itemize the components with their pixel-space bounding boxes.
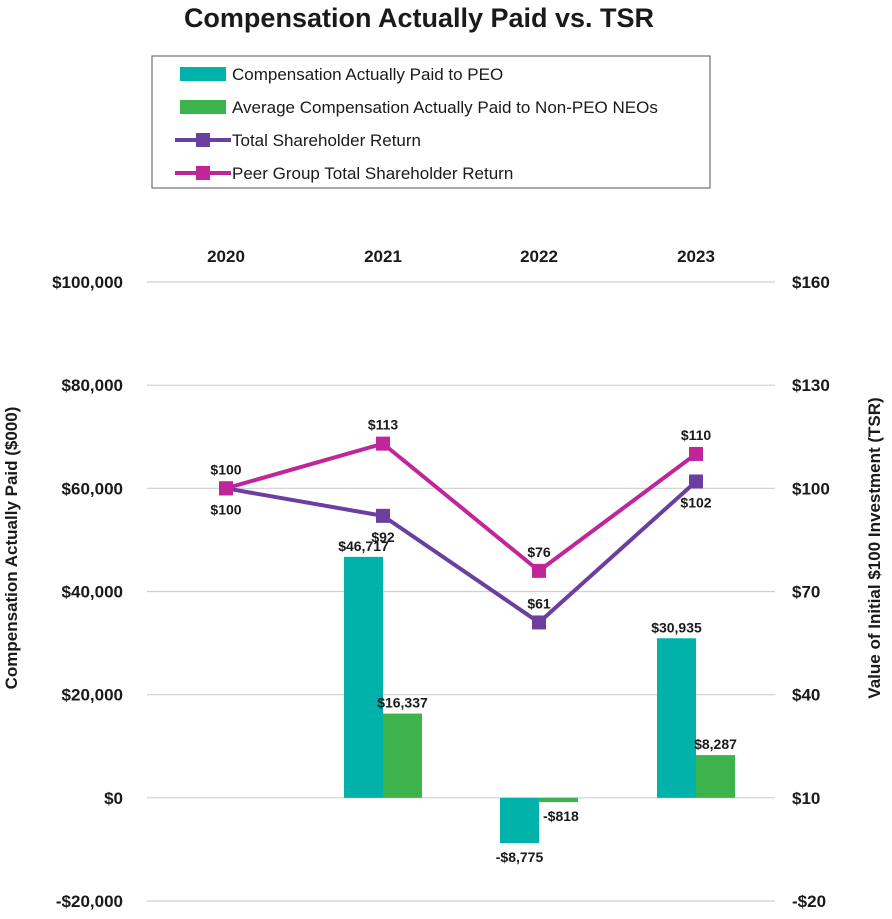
bar-label: $16,337 [377, 695, 428, 711]
left-axis: $100,000 $80,000 $60,000 $40,000 $20,000 $0 -$… [52, 273, 123, 911]
line-marker-0 [532, 615, 546, 630]
category-label: 2022 [520, 247, 558, 266]
bar-label: $8,287 [694, 736, 737, 752]
y-tick-label: $100,000 [52, 273, 123, 292]
legend-frame [151, 55, 711, 189]
y-axis-title: Compensation Actually Paid ($000) [2, 407, 21, 690]
category-label: 2021 [364, 247, 402, 266]
line-marker-0 [689, 474, 703, 489]
legend-label-2: Total Shareholder Return [232, 131, 421, 150]
category-label: 2023 [677, 247, 715, 266]
category-axis: 2020 2021 2022 2023 [207, 247, 715, 266]
bar-1-2021 [383, 713, 422, 798]
bar-1-2022 [539, 797, 578, 803]
legend: Compensation Actually Paid to PEO Average… [151, 55, 711, 189]
bar-label: $46,717 [338, 538, 389, 554]
legend-swatch-0 [180, 67, 226, 81]
legend-marker-3 [196, 166, 210, 180]
y-tick-label: $0 [104, 789, 123, 808]
line-marker-1 [689, 446, 703, 461]
line-label: $110 [681, 427, 712, 443]
legend-label-3: Peer Group Total Shareholder Return [232, 164, 513, 183]
y-tick-label: $40,000 [62, 583, 123, 602]
y2-axis-title: Value of Initial $100 Investment (TSR) [865, 397, 884, 698]
gridlines [147, 281, 775, 902]
line-marker-0 [376, 508, 390, 523]
line-label: $100 [210, 461, 241, 477]
line-1 [225, 441, 698, 573]
y-tick-label: $80,000 [62, 376, 123, 395]
line-marker-1 [532, 563, 546, 578]
y-tick-label: $20,000 [62, 686, 123, 705]
line-label: $92 [371, 529, 395, 545]
y2-tick-label: -$20 [792, 892, 826, 911]
legend-marker-2 [196, 133, 210, 147]
data-labels: $46,717 -$8,775 $30,935 $16,337 -$818 $8,287 $… [210, 417, 737, 865]
chart-title: Compensation Actually Paid vs. TSR [184, 3, 654, 33]
y2-tick-label: $10 [792, 789, 820, 808]
line-label: $102 [680, 494, 711, 510]
line-label: $61 [527, 595, 551, 611]
y2-tick-label: $70 [792, 583, 820, 602]
right-axis: $160 $130 $100 $70 $40 $10 -$20 [792, 273, 830, 911]
line-label: $76 [527, 544, 551, 560]
line-label: $100 [210, 501, 241, 517]
bar-0-2021 [344, 556, 383, 798]
y2-tick-label: $160 [792, 273, 830, 292]
y2-tick-label: $100 [792, 479, 830, 498]
y2-tick-label: $40 [792, 686, 820, 705]
y-tick-label: -$20,000 [56, 892, 123, 911]
bar-0-2022 [500, 797, 539, 844]
line-label: $113 [368, 417, 399, 433]
bar-1-2023 [696, 755, 735, 798]
lines [219, 436, 703, 630]
y2-tick-label: $130 [792, 376, 830, 395]
line-marker-1 [219, 481, 233, 496]
legend-label-0: Compensation Actually Paid to PEO [232, 65, 503, 84]
line-0 [225, 479, 698, 625]
y-tick-label: $60,000 [62, 479, 123, 498]
bar-0-2023 [657, 638, 696, 798]
bars [344, 556, 735, 844]
bar-label: -$818 [543, 808, 579, 824]
bar-label: $30,935 [651, 619, 702, 635]
bar-label: -$8,775 [496, 849, 544, 865]
legend-label-1: Average Compensation Actually Paid to No… [232, 98, 658, 117]
line-marker-1 [376, 436, 390, 451]
legend-swatch-1 [180, 100, 226, 114]
category-label: 2020 [207, 247, 245, 266]
